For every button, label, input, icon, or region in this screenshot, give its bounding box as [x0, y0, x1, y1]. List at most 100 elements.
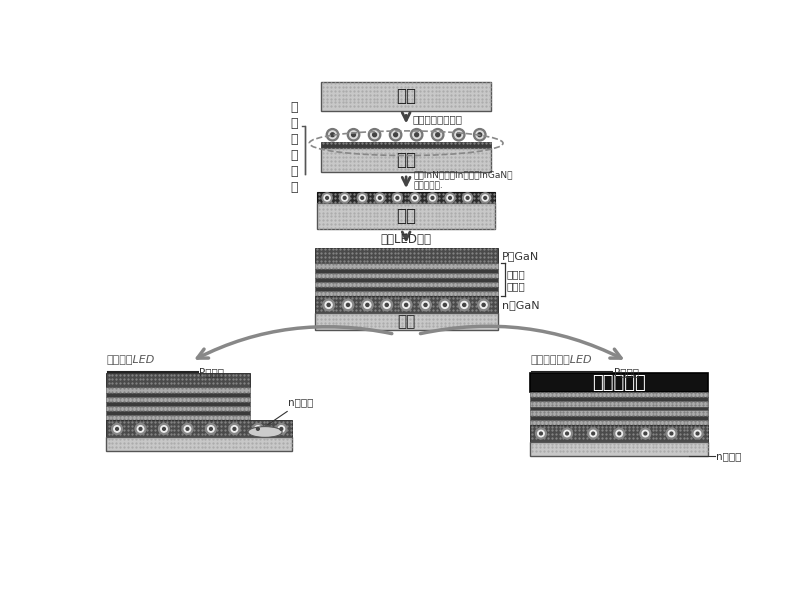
- Circle shape: [381, 299, 393, 310]
- Circle shape: [342, 195, 348, 201]
- Circle shape: [276, 424, 286, 434]
- Circle shape: [414, 133, 418, 137]
- Circle shape: [461, 301, 468, 309]
- Circle shape: [439, 299, 450, 310]
- Bar: [106, 411, 250, 415]
- Circle shape: [361, 197, 364, 199]
- Circle shape: [362, 299, 373, 310]
- Text: 正装结构LED: 正装结构LED: [106, 354, 154, 364]
- Circle shape: [668, 430, 674, 437]
- Circle shape: [642, 430, 649, 437]
- Text: P型GaN: P型GaN: [502, 251, 539, 261]
- Circle shape: [392, 193, 402, 203]
- Circle shape: [476, 131, 484, 139]
- Text: P型电极: P型电极: [199, 367, 224, 377]
- Circle shape: [449, 197, 451, 199]
- Circle shape: [229, 424, 240, 434]
- Circle shape: [278, 426, 285, 432]
- Circle shape: [478, 299, 490, 310]
- Circle shape: [364, 301, 371, 309]
- Text: P型电极: P型电极: [614, 367, 639, 377]
- Circle shape: [414, 197, 416, 199]
- Circle shape: [368, 129, 381, 141]
- Bar: [530, 416, 708, 419]
- Circle shape: [347, 129, 360, 141]
- Text: 衬底: 衬底: [396, 87, 416, 105]
- Bar: [530, 401, 708, 407]
- Bar: [317, 192, 495, 203]
- Bar: [530, 442, 708, 456]
- Circle shape: [640, 428, 650, 439]
- Bar: [530, 419, 708, 425]
- Circle shape: [357, 193, 367, 203]
- Circle shape: [162, 428, 166, 430]
- Circle shape: [434, 131, 442, 139]
- Circle shape: [386, 303, 388, 306]
- Bar: [530, 410, 708, 416]
- Circle shape: [158, 424, 170, 434]
- Circle shape: [566, 432, 569, 435]
- Circle shape: [208, 426, 214, 432]
- Bar: [106, 402, 250, 406]
- Circle shape: [644, 432, 646, 435]
- Circle shape: [373, 133, 377, 137]
- Bar: [314, 263, 498, 269]
- Circle shape: [478, 133, 482, 137]
- Bar: [314, 287, 498, 291]
- Text: 垂直结构对应LED: 垂直结构对应LED: [530, 354, 592, 364]
- Circle shape: [402, 301, 410, 309]
- Circle shape: [484, 197, 486, 199]
- Circle shape: [139, 428, 142, 430]
- Circle shape: [430, 195, 435, 201]
- Text: 生长LED结构: 生长LED结构: [381, 233, 432, 246]
- Circle shape: [410, 129, 423, 141]
- Circle shape: [116, 428, 118, 430]
- Ellipse shape: [248, 426, 282, 437]
- Circle shape: [412, 195, 418, 201]
- Circle shape: [422, 301, 429, 309]
- Circle shape: [618, 432, 621, 435]
- Circle shape: [329, 131, 336, 139]
- Circle shape: [390, 129, 402, 141]
- Circle shape: [405, 303, 408, 306]
- Circle shape: [457, 133, 461, 137]
- Bar: [314, 291, 498, 296]
- Circle shape: [340, 193, 350, 203]
- Text: n型电极: n型电极: [267, 397, 314, 425]
- Circle shape: [431, 129, 444, 141]
- Circle shape: [280, 428, 282, 430]
- Bar: [530, 397, 708, 401]
- Circle shape: [322, 193, 332, 203]
- Bar: [321, 81, 491, 111]
- Circle shape: [480, 193, 490, 203]
- Circle shape: [427, 193, 438, 203]
- Circle shape: [400, 299, 412, 310]
- Circle shape: [466, 197, 469, 199]
- Circle shape: [323, 299, 334, 310]
- Circle shape: [447, 195, 453, 201]
- Circle shape: [112, 424, 122, 434]
- Circle shape: [445, 193, 455, 203]
- Text: 衬底: 衬底: [396, 208, 416, 225]
- Bar: [106, 415, 250, 420]
- Bar: [106, 406, 250, 411]
- Circle shape: [666, 428, 677, 439]
- Bar: [314, 314, 498, 330]
- Bar: [106, 373, 250, 387]
- Bar: [314, 296, 498, 314]
- Circle shape: [453, 129, 465, 141]
- Circle shape: [431, 197, 434, 199]
- Circle shape: [326, 197, 329, 199]
- Circle shape: [184, 426, 190, 432]
- Circle shape: [206, 424, 216, 434]
- Bar: [106, 420, 292, 437]
- Circle shape: [330, 133, 334, 137]
- Circle shape: [346, 303, 350, 306]
- Text: n型电极: n型电极: [716, 451, 742, 461]
- Circle shape: [413, 131, 421, 139]
- Circle shape: [253, 424, 263, 434]
- Bar: [321, 148, 491, 172]
- Text: 碳
纳
米
管
阵
列: 碳 纳 米 管 阵 列: [290, 100, 298, 193]
- Circle shape: [327, 303, 330, 306]
- Circle shape: [562, 428, 573, 439]
